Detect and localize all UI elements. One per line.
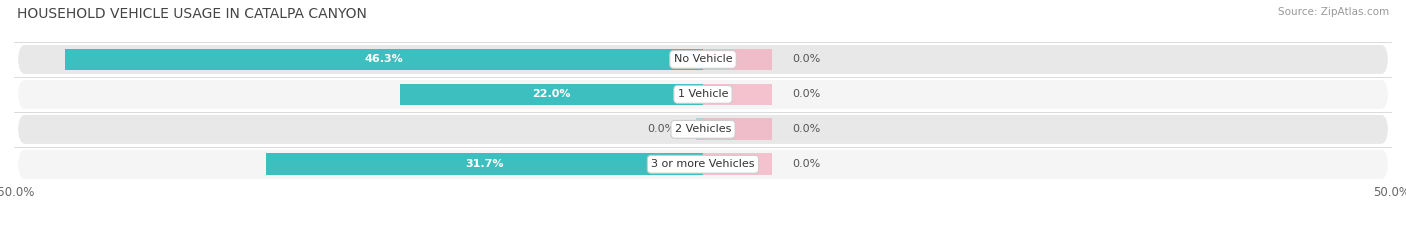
Text: 46.3%: 46.3% [364, 55, 404, 64]
Text: 1 Vehicle: 1 Vehicle [678, 89, 728, 99]
Text: 0.0%: 0.0% [647, 124, 675, 134]
FancyBboxPatch shape [18, 115, 1388, 144]
Bar [65, 49, 703, 70]
Text: 2 Vehicles: 2 Vehicles [675, 124, 731, 134]
Text: No Vehicle: No Vehicle [673, 55, 733, 64]
Text: HOUSEHOLD VEHICLE USAGE IN CATALPA CANYON: HOUSEHOLD VEHICLE USAGE IN CATALPA CANYO… [17, 7, 367, 21]
Bar [703, 118, 772, 140]
Text: 31.7%: 31.7% [465, 159, 503, 169]
Bar [703, 154, 772, 175]
Text: 0.0%: 0.0% [793, 159, 821, 169]
Text: 0.0%: 0.0% [793, 55, 821, 64]
FancyBboxPatch shape [18, 80, 1388, 109]
Bar [703, 49, 772, 70]
Text: 22.0%: 22.0% [533, 89, 571, 99]
Bar [399, 84, 703, 105]
Text: 0.0%: 0.0% [793, 89, 821, 99]
Text: 0.0%: 0.0% [793, 124, 821, 134]
Text: 3 or more Vehicles: 3 or more Vehicles [651, 159, 755, 169]
Bar [696, 118, 703, 140]
Bar [703, 84, 772, 105]
Text: Source: ZipAtlas.com: Source: ZipAtlas.com [1278, 7, 1389, 17]
Bar [266, 154, 703, 175]
FancyBboxPatch shape [18, 150, 1388, 179]
FancyBboxPatch shape [18, 45, 1388, 74]
